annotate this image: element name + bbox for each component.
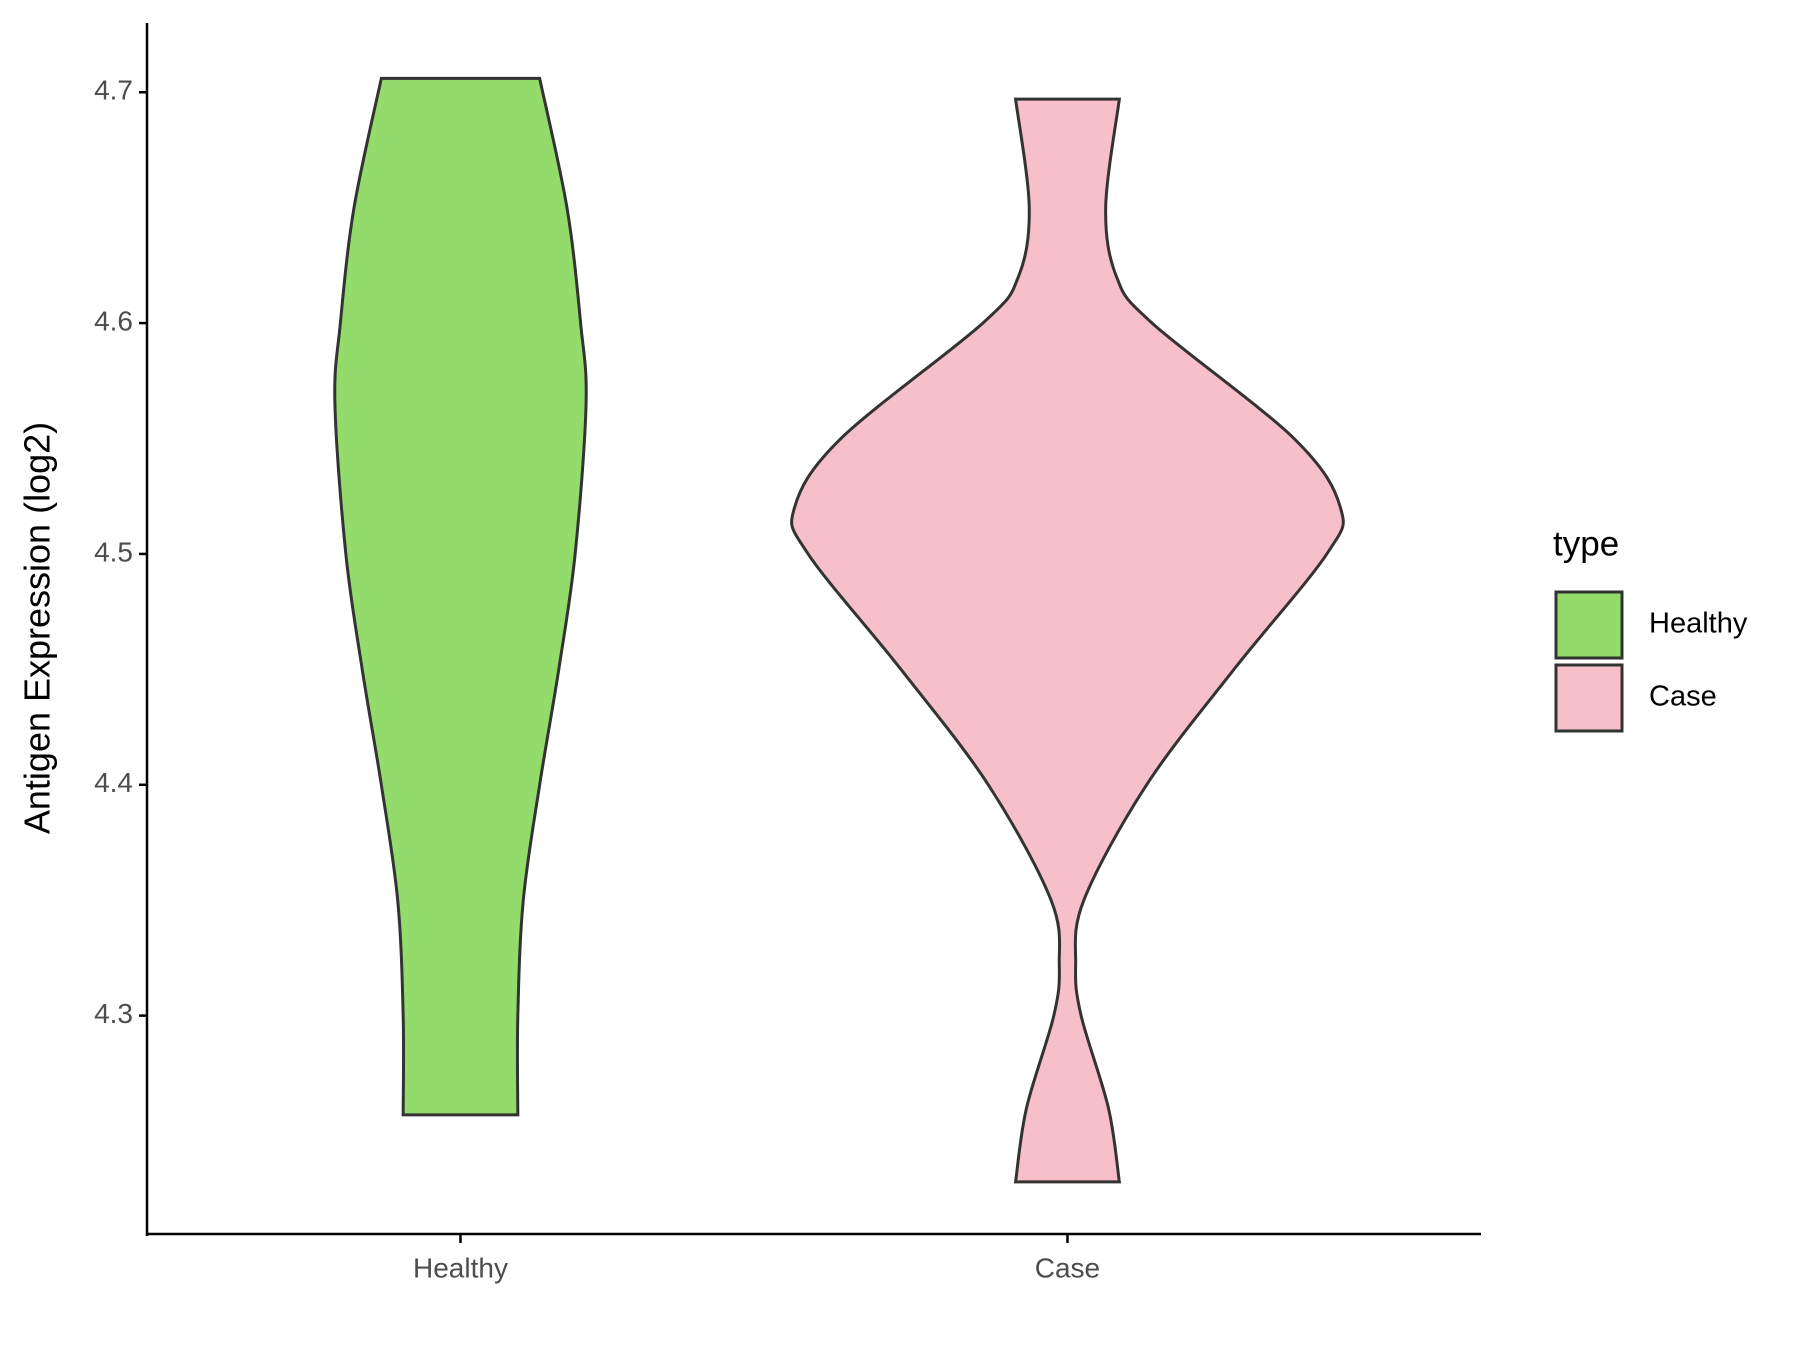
x-tick-label: Case (1035, 1252, 1100, 1283)
x-tick-label: Healthy (413, 1252, 508, 1283)
y-tick-label: 4.4 (94, 767, 133, 798)
legend-label: Healthy (1649, 608, 1748, 640)
y-tick-label: 4.7 (94, 75, 133, 106)
y-axis-title: Antigen Expression (log2) (17, 422, 58, 834)
y-tick-label: 4.3 (94, 998, 133, 1029)
y-tick-label: 4.6 (94, 305, 133, 336)
legend-key (1554, 663, 1624, 733)
legend-key (1554, 590, 1624, 660)
legend-title: type (1553, 524, 1619, 563)
legend-label: Case (1649, 681, 1717, 713)
violin (333, 76, 588, 1117)
y-tick-label: 4.5 (94, 536, 133, 567)
violin (790, 97, 1345, 1184)
